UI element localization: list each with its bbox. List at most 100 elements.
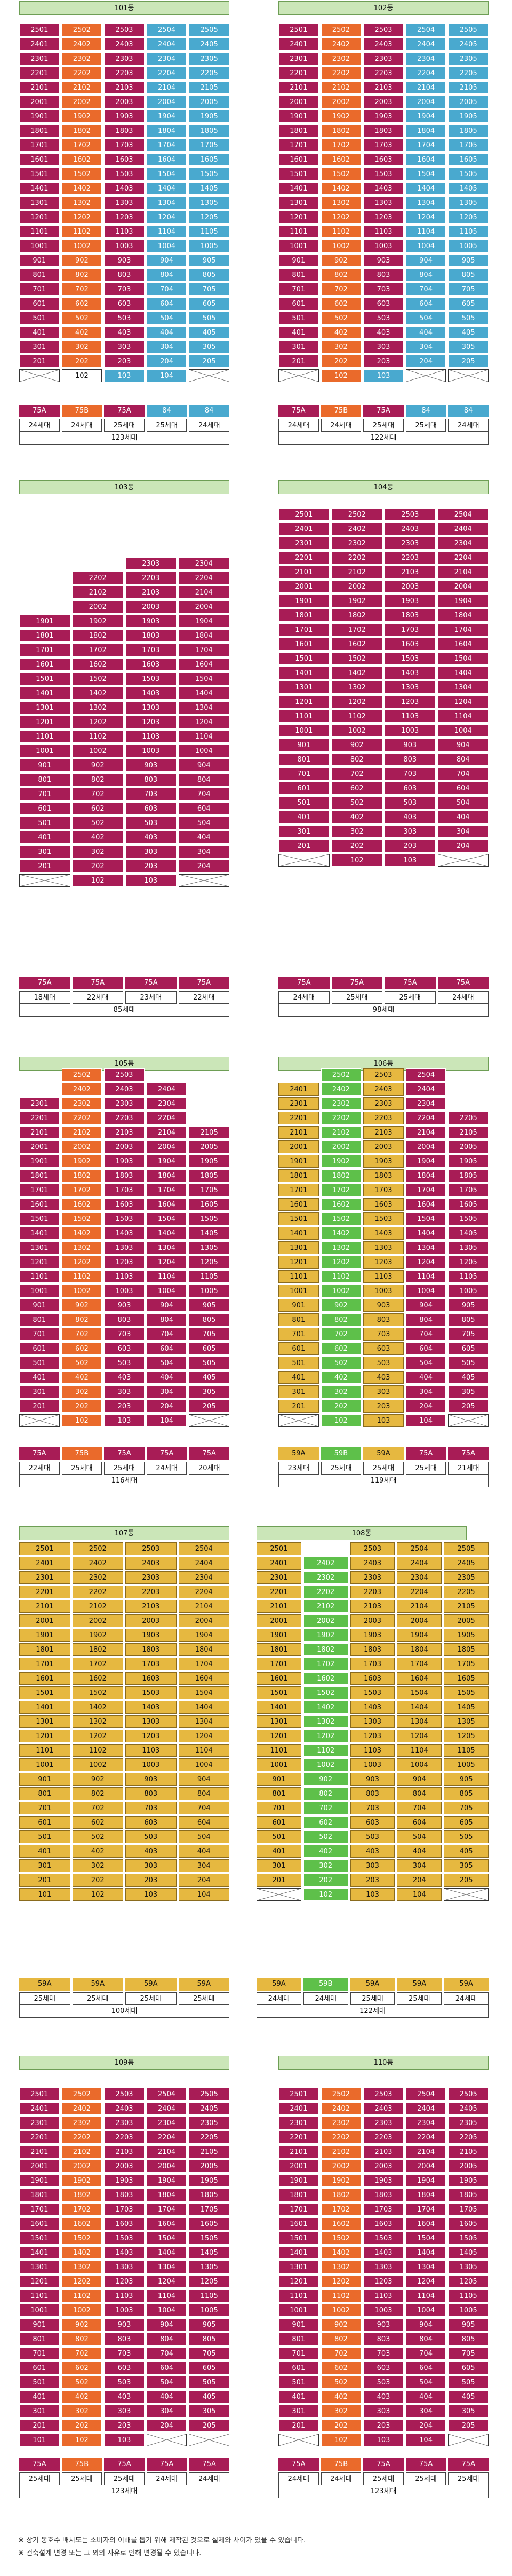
unit-cell: 901 bbox=[19, 2318, 60, 2331]
unit-count: 25세대 bbox=[363, 1462, 404, 1475]
floor-row: 2201 2202 2203 2204 2205 bbox=[19, 67, 229, 80]
unit-cell: 802 bbox=[61, 268, 102, 281]
unit-cell: 1302 bbox=[321, 1241, 362, 1254]
floor-row: 1001 1002 1003 1004 1005 bbox=[278, 1285, 489, 1297]
unit-cell: 1101 bbox=[278, 225, 319, 238]
floor-row: 1801 1802 1803 1804 bbox=[278, 609, 489, 622]
floor-row: 2401 2402 2403 2404 2405 bbox=[278, 2102, 489, 2115]
floor-row: 301 302 303 304 305 bbox=[19, 1385, 229, 1398]
unit-cell: 2201 bbox=[19, 1112, 60, 1124]
unit-cell: 2405 bbox=[189, 38, 229, 51]
unit-cell: 202 bbox=[321, 355, 362, 368]
unit-cell: 2305 bbox=[448, 2117, 489, 2129]
floor-row: 1301 1302 1303 1304 1305 bbox=[19, 196, 229, 209]
unit-cell: 704 bbox=[178, 1802, 229, 1814]
unit-cell: 2501 bbox=[278, 23, 319, 36]
unit-cell: 2302 bbox=[303, 1571, 348, 1584]
unit-cell: 2202 bbox=[303, 1586, 348, 1598]
unit-cell: 1204 bbox=[397, 1730, 442, 1742]
building-title: 109동 bbox=[19, 2056, 229, 2070]
floor-row: 601 602 603 604 605 bbox=[19, 2361, 229, 2374]
unit-cell: 104 bbox=[146, 1414, 187, 1427]
unit-cell: 1804 bbox=[146, 124, 187, 137]
unit-cell: 1904 bbox=[178, 1629, 229, 1642]
unit-cell: 1103 bbox=[104, 1270, 145, 1283]
unit-cell: 2403 bbox=[363, 1083, 404, 1096]
unit-type-label: 75A bbox=[405, 2458, 446, 2471]
unit-cell: 2302 bbox=[321, 1097, 362, 1110]
building-total: 98세대 bbox=[278, 1004, 489, 1017]
unit-cell: 2303 bbox=[385, 537, 436, 550]
unit-cell: 1103 bbox=[385, 710, 436, 723]
unit-type-label: 75A bbox=[363, 2458, 404, 2471]
unit-cell: 501 bbox=[278, 2376, 319, 2389]
unit-type-label: 59B bbox=[303, 1978, 348, 1991]
unit-cell: 2104 bbox=[405, 2145, 446, 2158]
unit-cell: 301 bbox=[19, 845, 70, 858]
unit-cell: 1701 bbox=[19, 1184, 60, 1196]
floor-row: 1301 1302 1303 1304 1305 bbox=[19, 1241, 229, 1254]
unit-cell: 1503 bbox=[363, 168, 404, 180]
unit-cell: 604 bbox=[405, 1342, 446, 1355]
unit-cell: 2201 bbox=[278, 551, 330, 564]
unit-cell: 1104 bbox=[405, 225, 446, 238]
unit-cell: 1004 bbox=[146, 2304, 187, 2317]
floor-row: 2001 2002 2003 2004 2005 bbox=[278, 96, 489, 108]
unit-cell: 102 bbox=[321, 2434, 362, 2446]
unit-cell: 1301 bbox=[278, 681, 330, 694]
unit-cell: 1502 bbox=[72, 1686, 123, 1699]
unit-cell: 1104 bbox=[146, 225, 187, 238]
floor-row: 1601 1602 1603 1604 1605 bbox=[278, 153, 489, 166]
unit-cell: 704 bbox=[178, 788, 229, 800]
unit-cell: 102 bbox=[331, 854, 382, 867]
unit-cell: 2403 bbox=[363, 2102, 404, 2115]
unit-cell: 403 bbox=[104, 1371, 145, 1384]
unit-cell: 1302 bbox=[331, 681, 382, 694]
unit-cell: 2404 bbox=[178, 1557, 229, 1570]
unit-cell: 1301 bbox=[257, 1715, 301, 1728]
unit-cell: 1004 bbox=[146, 240, 187, 252]
unit-cell: 1301 bbox=[278, 1241, 319, 1254]
building-total: 122세대 bbox=[278, 432, 489, 445]
unit-cell: 1205 bbox=[448, 2275, 489, 2288]
unit-cell: 1201 bbox=[19, 2275, 60, 2288]
floor-row: 2001 2002 2003 2004 2005 bbox=[19, 96, 229, 108]
unit-cell: 603 bbox=[385, 782, 436, 795]
unit-cell: 701 bbox=[257, 1802, 301, 1814]
unit-cell: 1003 bbox=[125, 744, 177, 757]
unit-cell: 1804 bbox=[146, 1169, 187, 1182]
floor-row: 1701 1702 1703 1704 1705 bbox=[19, 1184, 229, 1196]
no-unit-marker bbox=[278, 1414, 319, 1427]
unit-cell: 1605 bbox=[444, 1672, 489, 1685]
unit-cell: 1501 bbox=[19, 2232, 60, 2245]
unit-cell: 2302 bbox=[72, 1571, 123, 1584]
unit-cell: 705 bbox=[189, 1328, 229, 1341]
unit-cell: 1504 bbox=[405, 168, 446, 180]
floor-row: 1201 1202 1203 1204 1205 bbox=[278, 211, 489, 224]
unit-cell: 702 bbox=[321, 1328, 362, 1341]
unit-cell: 2004 bbox=[146, 2160, 187, 2173]
unit-cell: 1803 bbox=[125, 1643, 177, 1656]
unit-cell: 1302 bbox=[303, 1715, 348, 1728]
unit-cell: 2103 bbox=[363, 1126, 404, 1139]
unit-cell: 1101 bbox=[19, 2289, 60, 2302]
unit-cell: 1701 bbox=[278, 623, 330, 636]
unit-cell: 2004 bbox=[146, 96, 187, 108]
unit-cell: 2405 bbox=[189, 2102, 229, 2115]
unit-cell: 303 bbox=[385, 825, 436, 838]
unit-cell: 2403 bbox=[104, 2102, 145, 2115]
unit-cell: 1003 bbox=[363, 240, 404, 252]
floor-row: 1901 1902 1903 1904 1905 bbox=[19, 2174, 229, 2187]
unit-cell: 1401 bbox=[278, 667, 330, 679]
unit-cell: 101 bbox=[19, 1888, 70, 1901]
floor-row: 1401 1402 1403 1404 1405 bbox=[19, 182, 229, 195]
unit-cell: 1801 bbox=[19, 124, 60, 137]
unit-cell: 303 bbox=[363, 1385, 404, 1398]
unit-cell: 403 bbox=[363, 1371, 404, 1384]
floor-row: 1001 1002 1003 1004 1005 bbox=[19, 1285, 229, 1297]
floor-row: 601 602 603 604 605 bbox=[278, 297, 489, 310]
unit-cell: 2501 bbox=[278, 2088, 319, 2101]
unit-cell: 102 bbox=[321, 369, 362, 382]
unit-cell: 2304 bbox=[437, 537, 489, 550]
unit-cell: 1102 bbox=[61, 1270, 102, 1283]
